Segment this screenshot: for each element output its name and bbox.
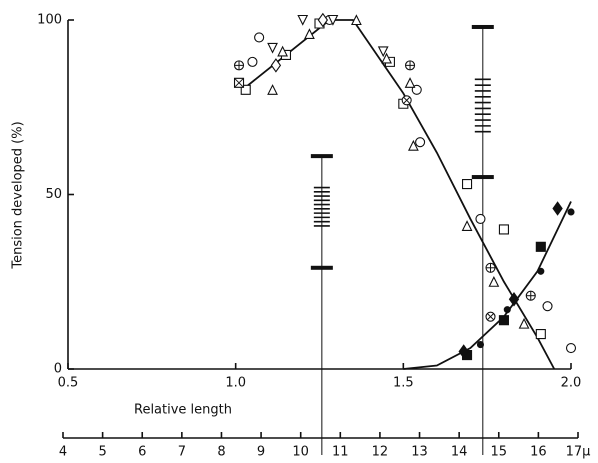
point (458, 344, 469, 359)
point (542, 301, 553, 312)
x2-tick-label: 12 (372, 445, 389, 460)
point (461, 178, 473, 190)
point (415, 137, 426, 148)
point (488, 276, 500, 287)
x2-tick-label: 14 (451, 445, 468, 460)
point (270, 58, 282, 73)
x2-tick-label: 5 (98, 445, 106, 460)
y-tick-label: 50 (45, 187, 62, 202)
curve (403, 201, 572, 370)
range-high (310, 154, 333, 159)
range-high (471, 24, 494, 29)
point (233, 60, 245, 71)
x-axis-label: Relative length (134, 403, 232, 418)
point (508, 291, 520, 307)
x2-tick-label: 15 (490, 445, 507, 460)
x2-tick-label: 16 (530, 445, 547, 460)
range-low (471, 175, 494, 180)
point (567, 208, 575, 216)
x2-tick-label: 9 (257, 445, 265, 460)
x2-tick-label: 13 (411, 445, 428, 460)
x2-tick-label: 8 (217, 445, 225, 460)
point (461, 220, 473, 231)
y-axis-label: Tension developed (%) (11, 121, 26, 269)
x2-tick-label: 4 (59, 445, 67, 460)
point (404, 77, 416, 88)
point (401, 95, 412, 106)
point (485, 311, 496, 322)
point (350, 14, 362, 26)
x-tick-label: 2.0 (561, 376, 582, 391)
point (327, 14, 339, 26)
x-tick-label: 0.5 (58, 376, 79, 391)
point (408, 139, 419, 151)
x-tick-label: 1.5 (393, 376, 414, 391)
point (254, 32, 265, 43)
x2-tick-label: 10 (292, 445, 309, 460)
point (537, 267, 545, 275)
x2-tick-label: 11 (332, 445, 349, 460)
range-band (474, 78, 491, 133)
point (498, 224, 509, 235)
point (535, 241, 546, 252)
point (267, 84, 278, 95)
point (475, 213, 486, 224)
range-band (313, 186, 330, 227)
point (498, 315, 509, 326)
point (267, 42, 278, 54)
point (518, 317, 530, 329)
point (565, 343, 577, 354)
point (277, 45, 289, 57)
y-tick-label: 100 (37, 13, 62, 28)
point (485, 262, 496, 273)
curve (241, 19, 556, 370)
point (381, 52, 392, 64)
point (304, 28, 315, 40)
point (317, 12, 329, 28)
x2-tick-label: 17μ (566, 445, 591, 460)
point (476, 341, 485, 349)
point (535, 329, 546, 340)
point (404, 60, 416, 71)
point (503, 306, 511, 314)
x2-tick-label: 7 (178, 445, 186, 460)
range-low (310, 265, 333, 270)
point (377, 46, 389, 58)
point (297, 14, 309, 26)
point-cross (234, 77, 244, 88)
point (525, 290, 536, 301)
point (247, 56, 258, 67)
x2-tick-label: 6 (138, 445, 146, 460)
x-tick-label: 1.0 (225, 376, 246, 391)
y-tick-label: 0 (54, 362, 62, 377)
point (552, 201, 563, 216)
